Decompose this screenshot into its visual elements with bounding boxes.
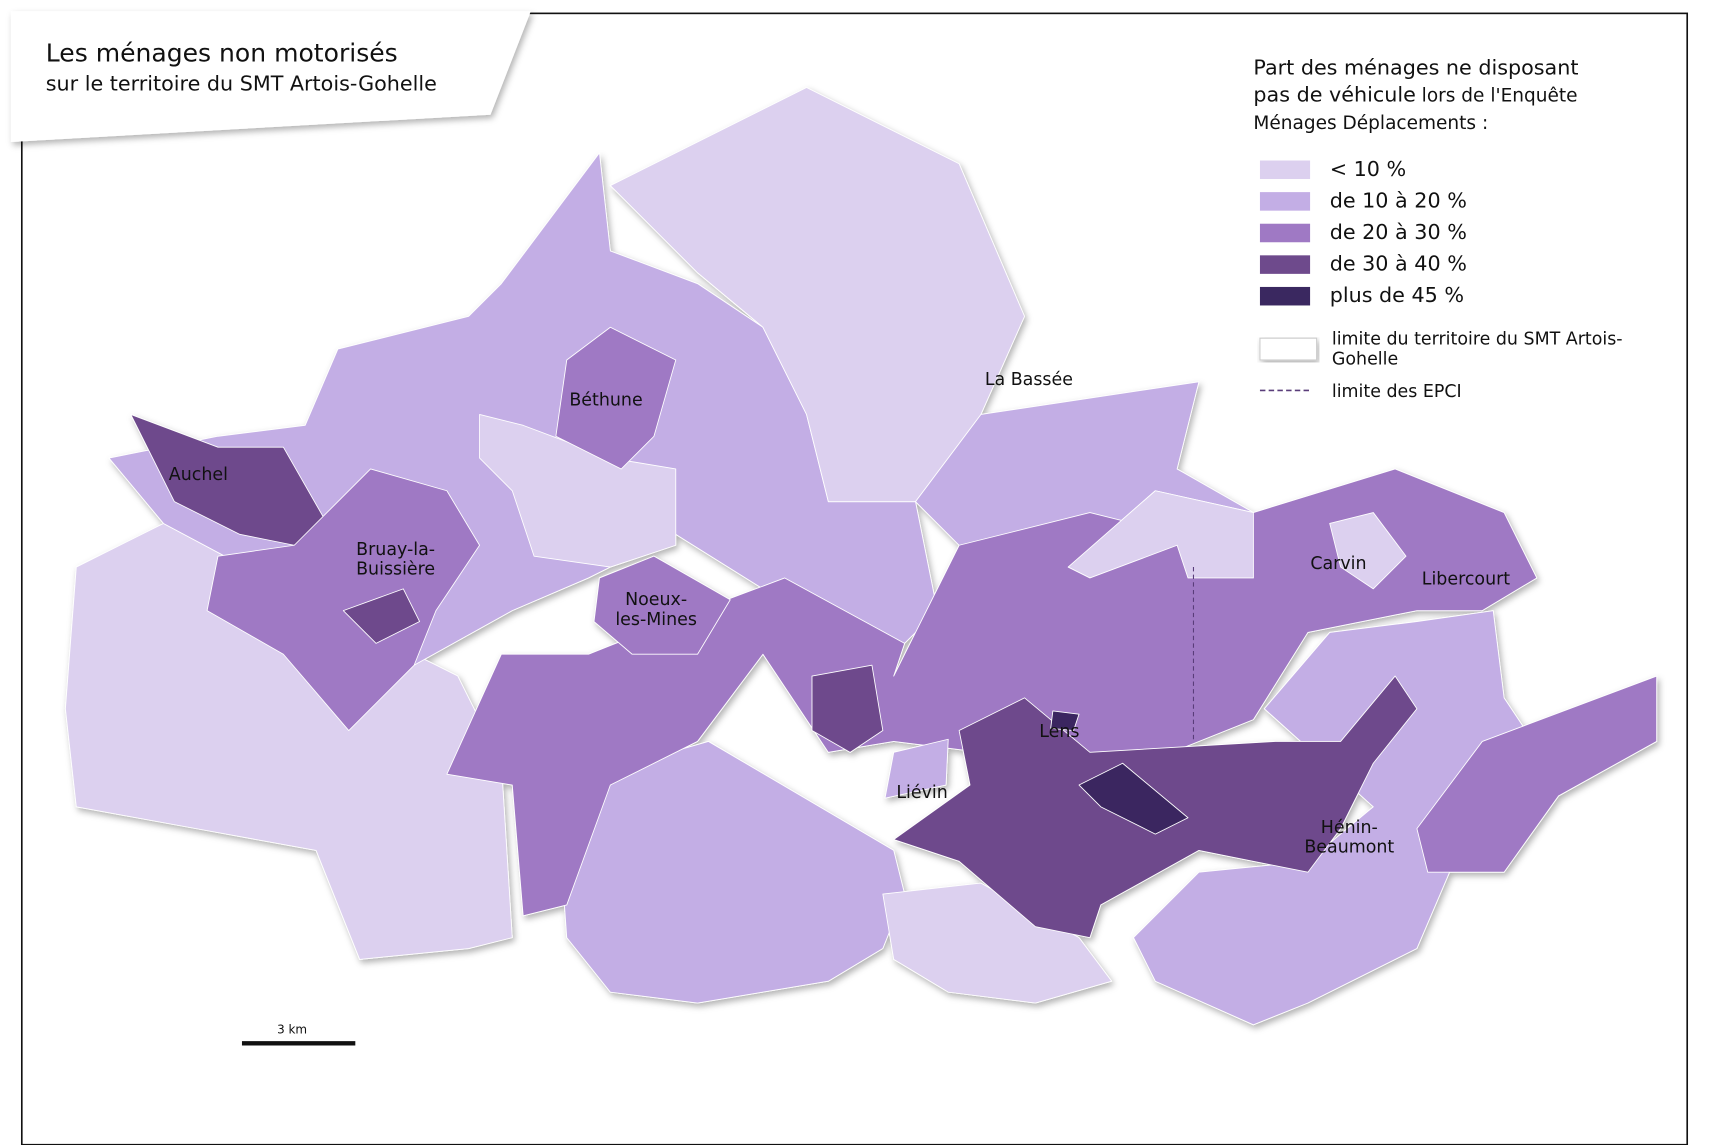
legend-label: de 30 à 40 %: [1330, 252, 1467, 276]
title-box: [10, 11, 531, 142]
legend-label: de 10 à 20 %: [1330, 188, 1467, 212]
legend-label: < 10 %: [1330, 157, 1406, 181]
region: [342, 588, 421, 644]
legend-swatch: [1259, 160, 1311, 180]
region: [1078, 762, 1189, 835]
legend-swatch: [1259, 223, 1311, 243]
region: [593, 555, 731, 655]
city-label: Béthune: [569, 391, 642, 411]
city-line: La Bassée: [985, 370, 1073, 390]
regions: [64, 87, 1658, 1026]
legend-title-part: lors de l'Enquête: [1416, 86, 1578, 107]
city-label: Carvin: [1310, 554, 1366, 574]
region: [884, 738, 949, 799]
city-line: Auchel: [169, 465, 228, 485]
city-label: Bruay-la-Buissière: [356, 540, 435, 580]
legend-swatch: [1259, 337, 1318, 361]
city-line: Noeux-: [625, 590, 687, 610]
city-label: Lens: [1039, 722, 1079, 742]
region: [206, 468, 481, 731]
city-label: Noeux-les-Mines: [615, 590, 697, 630]
legend-title: pas de véhicule lors de l'Enquête: [1253, 83, 1577, 107]
title: Les ménages non motorisés: [46, 38, 398, 67]
city-label: Hénin-Beaumont: [1304, 818, 1394, 858]
legend-label: plus de 45 %: [1330, 283, 1464, 307]
legend-title-part: Ménages Déplacements :: [1253, 113, 1488, 134]
legend-swatch: [1259, 255, 1311, 274]
city-line: Libercourt: [1422, 569, 1511, 589]
legend-label: de 20 à 30 %: [1330, 220, 1467, 244]
city-label: La Bassée: [985, 370, 1073, 390]
region: [1416, 675, 1658, 873]
region: [1133, 610, 1549, 1026]
legend-label: limite du territoire du SMT Artois-: [1332, 330, 1623, 350]
legend-title-part: pas de véhicule: [1253, 83, 1415, 107]
city-label: Liévin: [896, 783, 947, 803]
city-label: Auchel: [169, 465, 228, 485]
subtitle: sur le territoire du SMT Artois-Gohelle: [46, 72, 437, 96]
city-line: les-Mines: [615, 610, 697, 630]
legend-title: Part des ménages ne disposant: [1253, 55, 1578, 79]
scale-label: 3 km: [277, 1023, 307, 1037]
city-line: Liévin: [896, 783, 947, 803]
region: [555, 741, 906, 1004]
region: [1329, 512, 1407, 590]
legend-title-part: Part des ménages ne disposant: [1253, 55, 1578, 79]
city-line: Carvin: [1310, 554, 1366, 574]
legend-title: Ménages Déplacements :: [1253, 113, 1488, 134]
region: [811, 664, 884, 753]
city-line: Béthune: [569, 391, 642, 411]
city-line: Lens: [1039, 722, 1079, 742]
legend-swatch: [1259, 192, 1311, 211]
legend-label: limite des EPCI: [1332, 382, 1462, 402]
region: [1067, 490, 1254, 579]
city-line: Bruay-la-: [356, 540, 435, 560]
city-line: Hénin-: [1321, 818, 1378, 838]
region: [446, 468, 1538, 917]
legend-swatch: [1259, 286, 1311, 306]
region: [555, 326, 677, 470]
city-line: Beaumont: [1304, 838, 1394, 858]
region: [1050, 710, 1080, 731]
city-line: Buissière: [356, 560, 435, 580]
legend-label: Gohelle: [1332, 349, 1398, 369]
legend: Part des ménages ne disposant pas de véhi…: [1253, 55, 1622, 402]
city-label: Libercourt: [1422, 569, 1511, 589]
